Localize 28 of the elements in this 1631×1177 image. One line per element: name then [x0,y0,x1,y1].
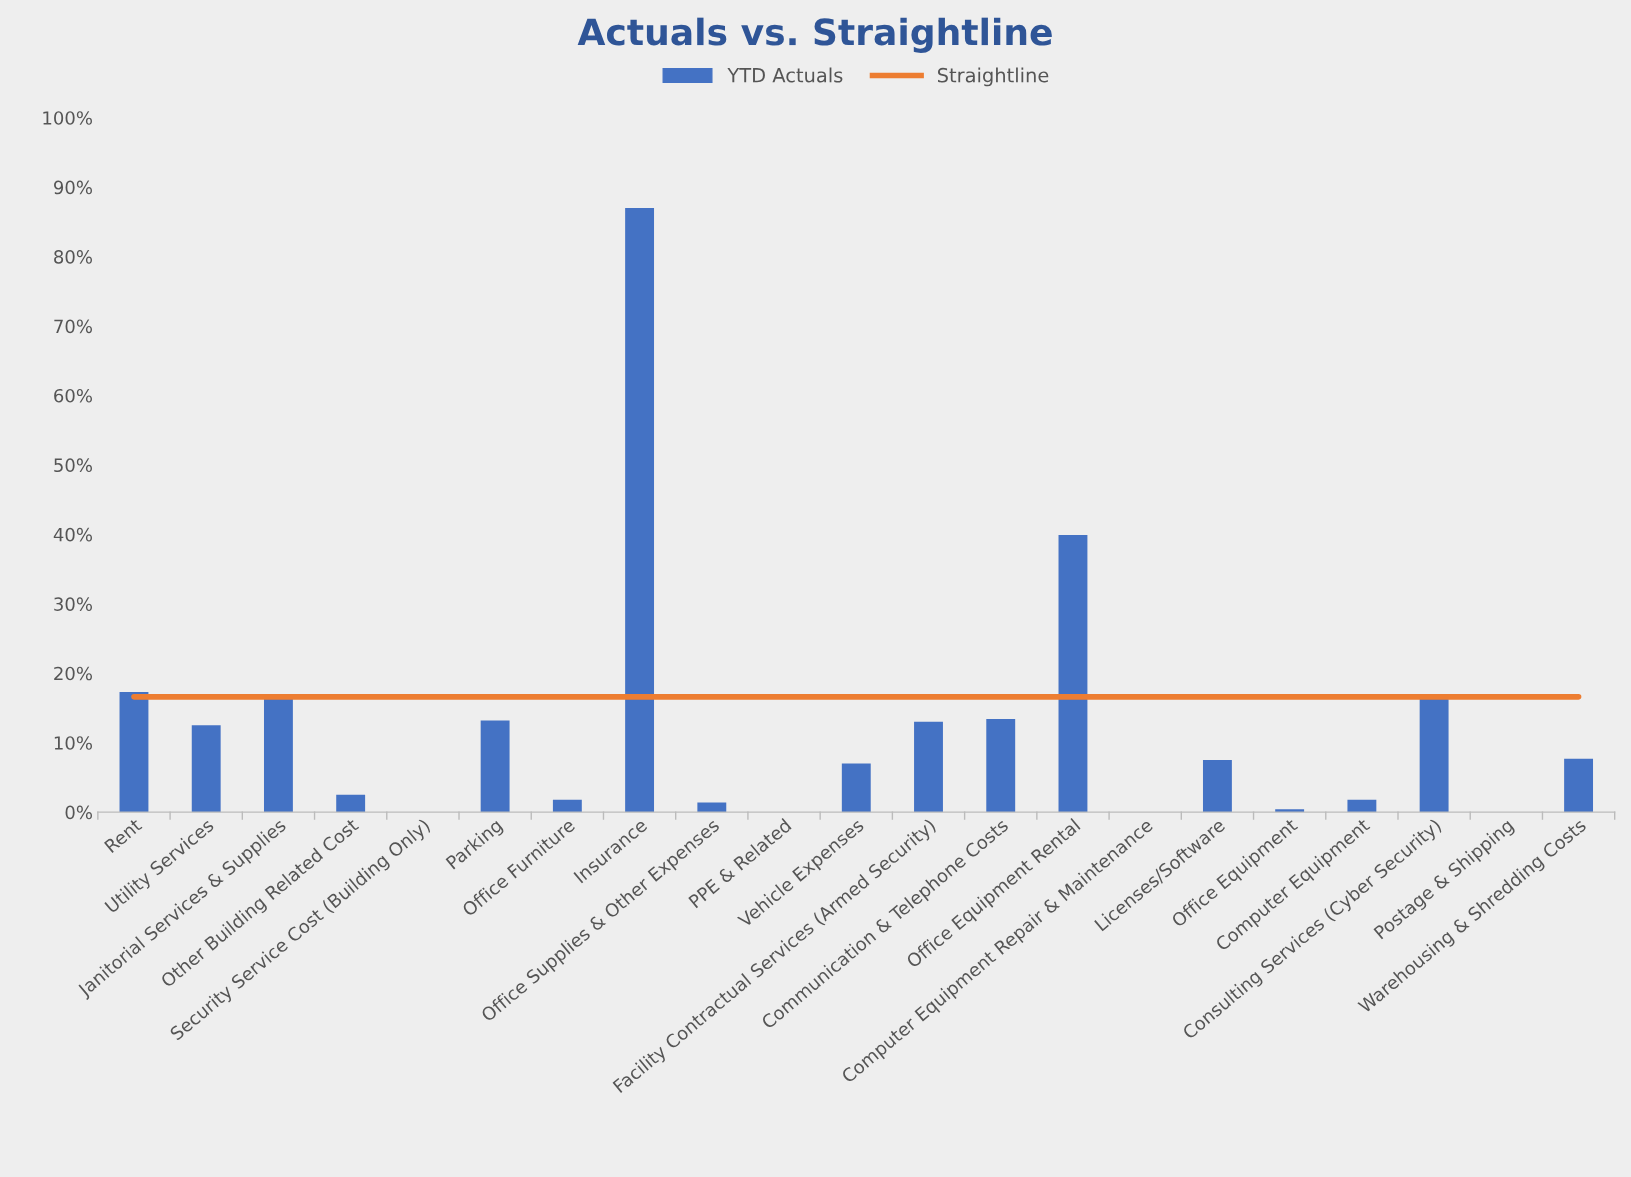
legend-label: Straightline [937,67,1049,87]
y-tick-label: 80% [54,250,92,264]
bar [1202,760,1232,813]
y-tick-label: 60% [54,388,92,403]
bar [914,721,943,813]
legend-label: YTD Actuals [727,67,843,83]
chart-title: Actuals vs. Straightline [577,17,1052,53]
bar [263,698,293,813]
bar [480,720,510,813]
bar [191,725,221,813]
bar [1419,698,1449,813]
bar [697,802,727,813]
y-tick-label: 50% [54,458,92,473]
y-tick-label: 30% [54,597,92,611]
y-tick-label: 20% [54,666,92,681]
y-tick-label: 100% [43,111,92,125]
y-tick-label: 90% [54,180,92,195]
bar [1564,758,1594,813]
bar [841,763,871,813]
bar [625,207,655,813]
bar [1058,535,1088,813]
bar [986,719,1016,813]
y-tick-label: 70% [54,319,92,334]
bar [336,794,366,813]
y-tick-label: 0% [65,805,92,820]
y-tick-label: 10% [54,736,92,750]
y-tick-label: 40% [53,527,92,542]
bar [119,691,149,813]
